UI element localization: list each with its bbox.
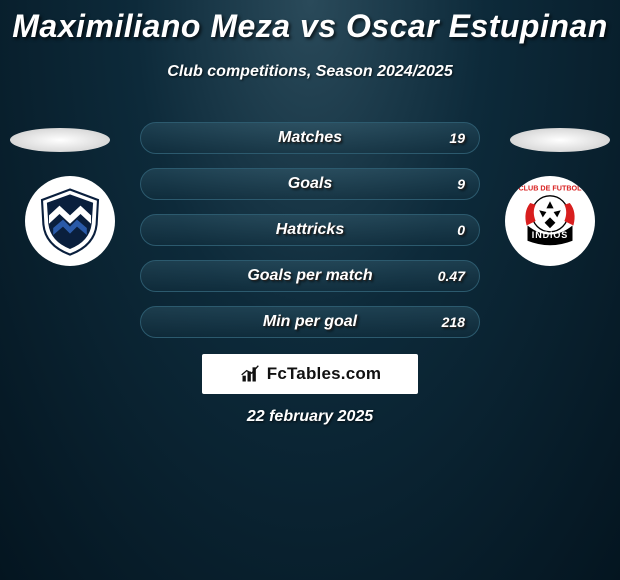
monterrey-crest-icon <box>35 186 105 256</box>
stats-list: Matches 19 Goals 9 Hattricks 0 Goals per… <box>140 122 480 338</box>
stat-row-goals: Goals 9 <box>140 168 480 200</box>
stat-label: Min per goal <box>263 313 357 331</box>
date-text: 22 february 2025 <box>0 408 620 426</box>
stat-value-right: 9 <box>457 176 465 192</box>
indios-crest-icon: CLUB DE FUTBOL INDIOS <box>505 176 595 266</box>
stat-row-min-per-goal: Min per goal 218 <box>140 306 480 338</box>
stat-value-right: 19 <box>449 130 465 146</box>
stat-label: Goals <box>288 175 332 193</box>
club-badge-right: CLUB DE FUTBOL INDIOS <box>505 176 595 266</box>
player-placeholder-left <box>10 128 110 152</box>
stat-label: Goals per match <box>247 267 372 285</box>
club-badge-left <box>25 176 115 266</box>
brand-badge: FcTables.com <box>202 354 418 394</box>
page-title: Maximiliano Meza vs Oscar Estupinan <box>0 0 620 45</box>
stat-label: Matches <box>278 129 342 147</box>
stat-label: Hattricks <box>276 221 344 239</box>
player-placeholder-right <box>510 128 610 152</box>
subtitle: Club competitions, Season 2024/2025 <box>0 63 620 81</box>
bar-chart-icon <box>239 364 261 384</box>
stat-value-right: 0 <box>457 222 465 238</box>
svg-text:CLUB DE FUTBOL: CLUB DE FUTBOL <box>518 183 582 192</box>
stat-row-matches: Matches 19 <box>140 122 480 154</box>
svg-text:INDIOS: INDIOS <box>532 230 568 240</box>
stat-value-right: 0.47 <box>438 268 465 284</box>
stat-row-goals-per-match: Goals per match 0.47 <box>140 260 480 292</box>
brand-text: FcTables.com <box>267 364 382 384</box>
stat-value-right: 218 <box>442 314 465 330</box>
stat-row-hattricks: Hattricks 0 <box>140 214 480 246</box>
